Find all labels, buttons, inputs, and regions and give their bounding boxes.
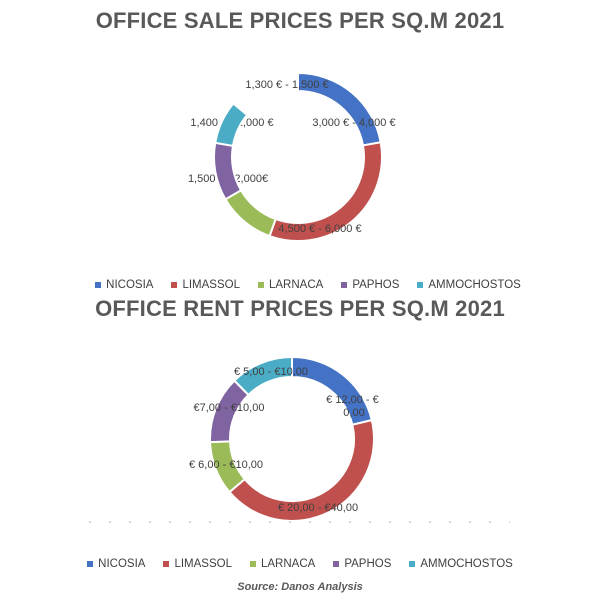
slice-paphos [213, 141, 243, 201]
sale-chart-title: OFFICE SALE PRICES PER SQ.M 2021 [95, 8, 505, 33]
dotted-gridline [80, 521, 510, 523]
legend-swatch [171, 282, 178, 288]
legend-label: NICOSIA [98, 558, 146, 570]
legend-swatch [87, 561, 94, 567]
legend-label: PAPHOS [352, 279, 400, 291]
slice-ammochostos [214, 102, 249, 148]
legend-item-nicosia: NICOSIA [87, 558, 145, 570]
legend-item-larnaca: LARNACA [249, 558, 316, 570]
source-note: Source: Danos Analysis [237, 581, 363, 593]
slice-ammochostos [232, 355, 293, 397]
legend-swatch [333, 561, 340, 567]
legend-item-larnaca: LARNACA [257, 279, 324, 291]
legend-item-limassol: LIMASSOL [163, 558, 232, 570]
legend-item-ammochostos: AMMOCHOSTOS [417, 279, 521, 291]
legend-item-nicosia: NICOSIA [95, 279, 153, 291]
data-label-nicosia: € 12,00 - € 0,00 [326, 394, 382, 419]
legend-swatch [417, 282, 424, 288]
data-label-ammochostos: € 5,00 - €10,00 [234, 366, 308, 378]
legend-swatch [409, 561, 416, 567]
data-label-limassol: 4,500 € - 6,000 € [278, 223, 361, 235]
legend-item-paphos: PAPHOS [333, 558, 391, 570]
data-label-limassol: € 20,00 - €40,00 [278, 502, 358, 514]
legend-label: LARNACA [268, 279, 324, 291]
legend-label: LIMASSOL [182, 279, 240, 291]
legend-swatch [257, 282, 264, 288]
data-label-ammochostos: 1,300 € - 1,500 € [245, 79, 328, 91]
rent-donut-chart: € 12,00 - € 0,00 € 20,00 - €40,00 € 6,00 -… [189, 355, 382, 522]
data-label-nicosia: 3,000 € - 4,000 € [312, 117, 395, 129]
legend-label: LARNACA [260, 558, 316, 570]
legend-label: LIMASSOL [174, 558, 232, 570]
data-label-larnaca: € 6,00 - €10,00 [189, 459, 263, 471]
legend-swatch [341, 282, 348, 288]
legend-swatch [163, 561, 170, 567]
legend-item-paphos: PAPHOS [341, 279, 399, 291]
rent-chart-title: OFFICE RENT PRICES PER SQ.M 2021 [95, 296, 505, 321]
legend-label: PAPHOS [344, 558, 392, 570]
legend-swatch [249, 561, 256, 567]
legend-label: AMMOCHOSTOS [420, 558, 513, 570]
sale-donut-chart: 3,000 € - 4,000 €4,500 € - 6,000 €1,500 … [188, 71, 396, 242]
rent-chart-legend: NICOSIA LIMASSOL LARNACA PAPHOS AMMOCHOSTOS [0, 558, 600, 570]
legend-item-ammochostos: AMMOCHOSTOS [409, 558, 513, 570]
data-label-paphos: €7,00 - €10,00 [194, 402, 265, 414]
legend-label: NICOSIA [106, 279, 154, 291]
slice-larnaca [224, 188, 277, 238]
legend-swatch [95, 282, 102, 288]
legend-label: AMMOCHOSTOS [428, 279, 521, 291]
legend-item-limassol: LIMASSOL [171, 279, 240, 291]
sale-chart-legend: NICOSIA LIMASSOL LARNACA PAPHOS AMMOCHOSTOS [8, 279, 600, 291]
